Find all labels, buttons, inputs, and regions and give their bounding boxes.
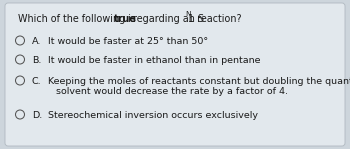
Text: D.: D.: [32, 111, 42, 120]
Text: It would be faster in ethanol than in pentane: It would be faster in ethanol than in pe…: [48, 56, 260, 65]
Text: Keeping the moles of reactants constant but doubling the quantity of: Keeping the moles of reactants constant …: [48, 77, 350, 86]
Text: Stereochemical inversion occurs exclusively: Stereochemical inversion occurs exclusiv…: [48, 111, 258, 120]
Text: true: true: [114, 14, 137, 24]
Text: solvent would decrease the rate by a factor of 4.: solvent would decrease the rate by a fac…: [56, 87, 288, 96]
Text: C.: C.: [32, 77, 42, 86]
Text: Which of the following is: Which of the following is: [18, 14, 139, 24]
Text: It would be faster at 25° than 50°: It would be faster at 25° than 50°: [48, 37, 208, 46]
Text: regarding an S: regarding an S: [130, 14, 204, 24]
Text: N: N: [185, 11, 190, 17]
Text: 1 reaction?: 1 reaction?: [188, 14, 242, 24]
Text: A.: A.: [32, 37, 41, 46]
Text: B.: B.: [32, 56, 41, 65]
FancyBboxPatch shape: [5, 3, 345, 146]
